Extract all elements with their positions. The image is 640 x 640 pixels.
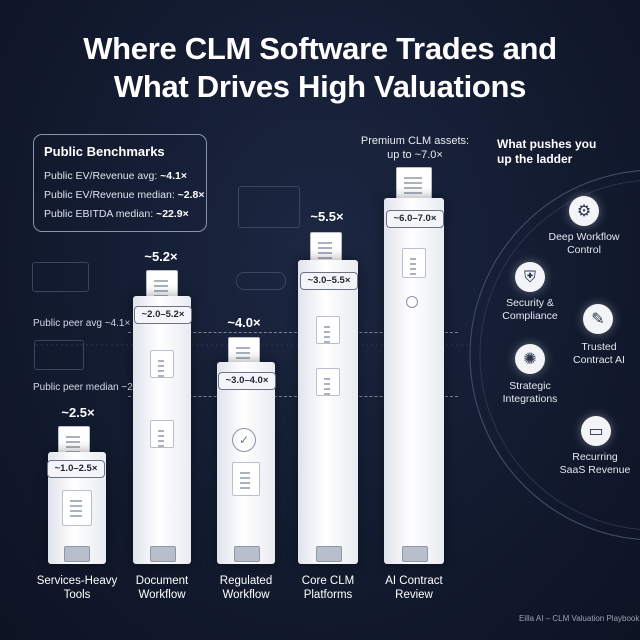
driver-label: Recurring SaaS Revenue: [559, 451, 631, 476]
document-icon: [316, 368, 340, 396]
column-label: Document Workflow: [135, 575, 189, 601]
ghost-ui-card: [32, 262, 89, 292]
shield-icon: ⛨: [515, 262, 545, 292]
column-base: [150, 546, 176, 562]
peer-avg-line: [128, 332, 458, 333]
check-circle-icon: ✓: [232, 428, 256, 452]
benchmark-item: Public EV/Revenue median: ~2.8×: [44, 189, 205, 201]
column-range-pill: ~3.0–5.5×: [300, 272, 358, 290]
column-top-value: ~4.0×: [227, 315, 261, 330]
column-label: Regulated Workflow: [219, 575, 273, 601]
benchmark-item: Public EBITDA median: ~22.9×: [44, 208, 189, 220]
document-icon: [316, 316, 340, 344]
premium-note: Premium CLM assets: up to ~7.0×: [360, 135, 470, 161]
benchmark-item: Public EV/Revenue avg: ~4.1×: [44, 170, 188, 182]
driver-label: Strategic Integrations: [502, 380, 558, 405]
column-top-value: ~5.5×: [310, 209, 344, 224]
document-icon: [232, 462, 260, 496]
column-base: [64, 546, 90, 562]
ghost-ui-card: [238, 186, 300, 228]
column-base: [316, 546, 342, 562]
ghost-ui-card: [236, 272, 286, 290]
column-top-value: ~5.2×: [144, 249, 178, 264]
column-base: [402, 546, 428, 562]
benchmarks-heading: Public Benchmarks: [44, 144, 165, 159]
peer-median-line: [128, 396, 458, 397]
column-label: Core CLM Platforms: [301, 575, 355, 601]
column-range-pill: ~2.0–5.2×: [134, 306, 192, 324]
column-range-pill: ~6.0–7.0×: [386, 210, 444, 228]
column-range-pill: ~3.0–4.0×: [218, 372, 276, 390]
column-label: Services-Heavy Tools: [36, 575, 118, 601]
peer-avg-label: Public peer avg ~4.1×: [33, 318, 131, 329]
column-base: [234, 546, 260, 562]
document-icon: [62, 490, 92, 526]
public-benchmarks-box: Public Benchmarks Public EV/Revenue avg:…: [33, 134, 207, 232]
column-core-clm-platforms: [298, 260, 358, 564]
column-top-value: ~2.5×: [61, 405, 95, 420]
node-icon: [406, 296, 418, 308]
ai-document-icon: ✎: [583, 304, 613, 334]
network-icon: ✺: [515, 344, 545, 374]
column-range-pill: ~1.0–2.5×: [47, 460, 105, 478]
driver-label: Deep Workflow Control: [548, 231, 620, 256]
footer-credit: Eilla AI – CLM Valuation Playbook: [519, 614, 640, 623]
driver-label: Trusted Contract AI: [573, 341, 625, 366]
drivers-heading: What pushes you up the ladder: [497, 137, 597, 166]
document-icon: [150, 420, 174, 448]
column-label: AI Contract Review: [385, 575, 443, 601]
peer-median-label: Public peer median ~2.8×: [33, 382, 147, 393]
credit-card-icon: ▭: [581, 416, 611, 446]
document-icon: [402, 248, 426, 278]
driver-label: Security & Compliance: [502, 297, 558, 322]
page-title: Where CLM Software Trades and What Drives…: [83, 31, 557, 104]
ghost-ui-card: [34, 340, 84, 370]
workflow-icon: ⚙: [569, 196, 599, 226]
document-icon: [150, 350, 174, 378]
